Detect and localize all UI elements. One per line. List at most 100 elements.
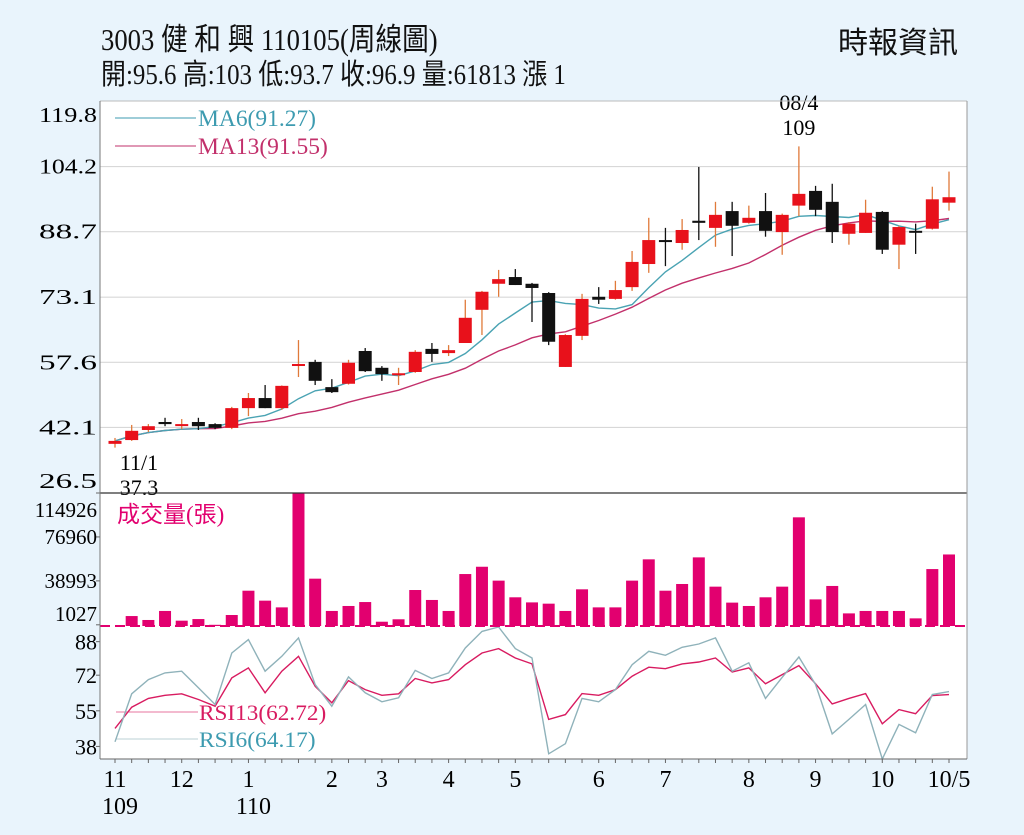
volume-bar (175, 620, 188, 626)
candle-down (658, 240, 672, 243)
candle-up (842, 223, 856, 234)
candle-up (775, 214, 789, 233)
candle-down (825, 201, 839, 233)
rsi-tick-label: 72 (75, 663, 97, 688)
candle-down (425, 348, 439, 354)
candle-down (325, 387, 339, 393)
candle-up (708, 214, 722, 228)
price-tick-label: 104.2 (39, 155, 97, 179)
candle-down (909, 230, 923, 233)
ma-legend-label: MA13(91.55) (198, 134, 328, 159)
candle-up (942, 197, 956, 203)
candle-up (291, 364, 305, 367)
volume-bar (192, 619, 205, 626)
candle-up (125, 430, 139, 441)
candle-up (442, 350, 456, 354)
volume-bar (909, 618, 922, 626)
candle-up (792, 193, 806, 206)
volume-bar (826, 585, 839, 626)
volume-bar (442, 610, 455, 626)
x-tick-label: 5 (509, 767, 521, 793)
x-tick-label: 3 (376, 767, 388, 793)
price-tick-label: 119.8 (39, 103, 97, 127)
volume-bar (309, 578, 322, 626)
candle-up (275, 385, 289, 409)
volume-bar (359, 602, 372, 626)
candle-down (725, 211, 739, 226)
candle-up (742, 217, 756, 223)
volume-bar (626, 580, 639, 626)
candle-up (408, 351, 422, 372)
volume-bar (325, 610, 338, 626)
volume-bar (259, 600, 272, 626)
candle-down (525, 283, 539, 288)
volume-bar (509, 597, 522, 626)
candle-down (592, 296, 606, 300)
volume-bar (842, 613, 855, 626)
x-tick-label: 6 (593, 767, 605, 793)
candle-up (892, 227, 906, 245)
volume-tick-label: 38993 (45, 569, 98, 593)
volume-bar (642, 559, 655, 626)
candle-down (258, 398, 272, 409)
candle-up (558, 335, 572, 367)
candle-up (675, 229, 689, 244)
volume-bar (859, 610, 872, 626)
price-tick-label: 88.7 (39, 220, 97, 244)
rsi-tick-label: 55 (75, 699, 97, 724)
volume-bar (892, 610, 905, 626)
candle-down (308, 361, 322, 381)
annotation-date: 08/4 (779, 90, 818, 115)
candle-down (375, 367, 389, 375)
rsi-legend-label: RSI6(64.17) (199, 727, 316, 752)
candle-up (925, 199, 939, 229)
volume-tick-label: 114926 (35, 498, 97, 522)
price-tick-label: 73.1 (39, 285, 97, 309)
price-tick-label: 42.1 (39, 415, 97, 439)
volume-bar (609, 607, 622, 626)
candle-up (625, 261, 639, 288)
candle-up (575, 298, 589, 336)
x-tick-label: 12 (170, 767, 194, 793)
x-tick-label: 2 (326, 767, 338, 793)
volume-title: 成交量(張) (117, 502, 224, 527)
x-tick-label: 8 (743, 767, 755, 793)
ma13-line (114, 217, 950, 442)
candle-down (191, 421, 205, 427)
volume-bar (159, 610, 172, 626)
x-tick-label: 10 (870, 767, 894, 793)
annotation-value: 37.3 (120, 475, 159, 500)
plot-area (100, 101, 967, 759)
rsi13-line (114, 647, 950, 729)
x-tick-year-label: 110 (236, 794, 271, 820)
volume-bar (659, 590, 672, 626)
volume-bar (809, 599, 822, 626)
volume-bar (676, 583, 689, 626)
price-tick-label: 26.5 (39, 469, 97, 493)
chart-title: 3003 健 和 興 110105(周線圖) (101, 22, 438, 57)
x-tick-label: 4 (443, 767, 455, 793)
volume-bar (926, 569, 939, 626)
candle-up (141, 426, 155, 430)
volume-bar (492, 580, 505, 626)
x-tick-label: 10/5 (928, 767, 971, 793)
candle-down (875, 211, 889, 250)
volume-bar (292, 493, 305, 626)
volume-bar (776, 586, 789, 626)
volume-bar (876, 610, 889, 626)
candle-up (859, 212, 873, 233)
volume-bar (425, 599, 438, 626)
candle-up (642, 240, 656, 265)
rsi-legend-label: RSI13(62.72) (199, 700, 326, 725)
volume-tick-label: 1027 (55, 602, 97, 626)
volume-bar (759, 597, 772, 626)
x-tick-label: 9 (810, 767, 822, 793)
volume-bar (142, 619, 155, 626)
candle-down (508, 277, 522, 286)
annotation-date: 11/1 (120, 450, 158, 475)
candle-down (358, 350, 372, 372)
volume-bar (742, 605, 755, 626)
volume-bar (559, 610, 572, 626)
candle-up (392, 373, 406, 376)
volume-bar (125, 616, 138, 626)
